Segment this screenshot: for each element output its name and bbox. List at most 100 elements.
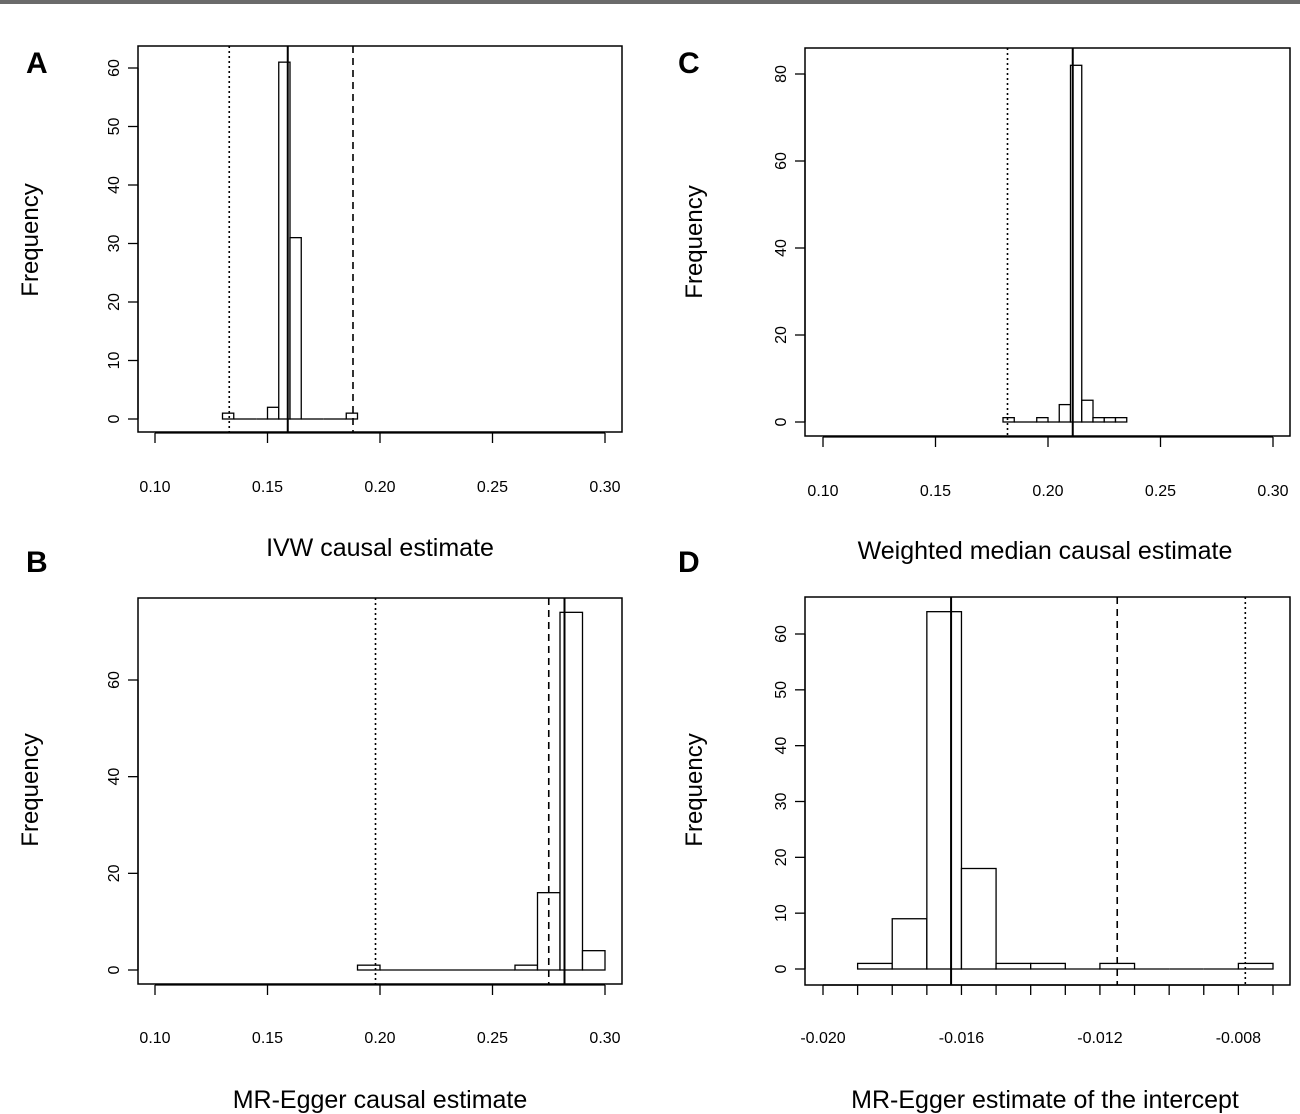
- y-axis-b: 0 20 40 60: [106, 671, 139, 974]
- x-tick-label: 0.20: [364, 1030, 395, 1047]
- histogram-bars-c: [1002, 64, 1128, 423]
- reference-lines-c: [1006, 48, 1074, 436]
- x-axis-d: -0.020 -0.016 -0.012 -0.008: [800, 984, 1274, 1047]
- histogram-bar: [1069, 64, 1083, 423]
- x-axis-label: Weighted median causal estimate: [858, 537, 1233, 565]
- panel-b: B 0.10 0.15 0.20 0.25 0.30 0 20 40 60 MR-Egger …: [17, 546, 623, 1114]
- histogram-bar: [926, 611, 963, 970]
- histogram-bar: [1103, 416, 1117, 423]
- y-tick-label: 60: [106, 59, 123, 77]
- y-tick-label: 40: [773, 239, 790, 257]
- y-tick-label: 30: [773, 793, 790, 811]
- histogram-bar: [345, 412, 359, 420]
- y-tick-label: 40: [106, 176, 123, 194]
- histogram-bar: [581, 950, 606, 971]
- panel-letter: B: [26, 546, 48, 579]
- reference-lines-d: [950, 597, 1247, 985]
- x-tick-label: 0.15: [252, 1030, 283, 1047]
- y-axis-label: Frequency: [17, 733, 44, 846]
- plot-frame: [804, 596, 1291, 986]
- y-tick-label: 20: [106, 293, 123, 311]
- x-axis-label: MR-Egger causal estimate: [233, 1086, 528, 1114]
- y-tick-label: 60: [106, 671, 123, 689]
- x-tick-label: 0.10: [139, 1030, 170, 1047]
- x-tick-label: 0.20: [364, 479, 395, 496]
- histogram-bar: [1058, 403, 1072, 423]
- x-tick-label: 0.15: [252, 479, 283, 496]
- reference-lines-a: [228, 46, 354, 432]
- x-axis-label: MR-Egger estimate of the intercept: [851, 1086, 1239, 1114]
- histogram-bar: [221, 412, 235, 420]
- y-tick-label: 40: [106, 768, 123, 786]
- histogram-bars-a: [221, 61, 359, 420]
- histogram-bar: [1092, 416, 1105, 423]
- y-tick-label: 60: [773, 152, 790, 170]
- histogram-bar: [891, 918, 928, 970]
- panel-a: A 0.10 0.15 0.20 0.25 0.30 0 10 20 30 40 50 60 IVW…: [17, 45, 623, 562]
- x-tick-label: -0.008: [1216, 1030, 1261, 1047]
- histogram-bar: [1081, 399, 1094, 423]
- x-tick-label: 0.30: [589, 479, 620, 496]
- y-tick-label: 30: [106, 235, 123, 253]
- histogram-bar: [856, 962, 893, 970]
- y-axis-a: 0 10 20 30 40 50 60: [106, 59, 139, 423]
- x-axis-a: 0.10 0.15 0.20 0.25 0.30: [139, 432, 621, 496]
- x-axis-c: 0.10 0.15 0.20 0.25 0.30: [807, 436, 1289, 500]
- y-tick-label: 20: [773, 326, 790, 344]
- y-axis-d: 0 10 20 30 40 50 60: [773, 625, 806, 973]
- plot-frame: [804, 47, 1291, 437]
- y-tick-label: 0: [773, 417, 790, 426]
- panel-d: D -0.020 -0.016 -0.012 -0.008 0 10 20 30 40 50 60…: [678, 546, 1291, 1114]
- histogram-bar: [1036, 416, 1049, 423]
- histogram-bar: [289, 236, 302, 420]
- x-tick-label: 0.25: [477, 1030, 508, 1047]
- x-tick-label: 0.25: [1145, 483, 1176, 500]
- y-axis-label: Frequency: [681, 733, 708, 846]
- y-tick-label: 20: [773, 848, 790, 866]
- histogram-bar: [514, 964, 539, 971]
- y-tick-label: 20: [106, 864, 123, 882]
- x-tick-label: -0.020: [800, 1030, 845, 1047]
- reference-lines-b: [374, 598, 566, 984]
- y-tick-label: 40: [773, 737, 790, 755]
- x-tick-label: 0.10: [807, 483, 838, 500]
- top-rule: [0, 0, 1300, 4]
- panel-letter: D: [678, 546, 700, 579]
- histogram-bar: [559, 611, 584, 971]
- x-tick-label: 0.10: [139, 479, 170, 496]
- histogram-bars-d: [856, 611, 1274, 970]
- x-tick-label: 0.20: [1032, 483, 1063, 500]
- y-axis-label: Frequency: [681, 185, 708, 298]
- histogram-bar: [356, 964, 381, 971]
- histogram-bar: [1030, 962, 1066, 970]
- x-tick-label: 0.30: [589, 1030, 620, 1047]
- y-tick-label: 0: [106, 965, 123, 974]
- y-tick-label: 10: [773, 904, 790, 922]
- x-axis-label: IVW causal estimate: [266, 534, 494, 562]
- histogram-bars-b: [356, 611, 606, 971]
- x-tick-label: 0.30: [1257, 483, 1288, 500]
- histogram-bar: [1002, 416, 1015, 423]
- panel-letter: C: [678, 47, 700, 80]
- y-tick-label: 60: [773, 625, 790, 643]
- histogram-bar: [1114, 416, 1128, 423]
- x-tick-label: 0.15: [920, 483, 951, 500]
- x-tick-label: -0.012: [1077, 1030, 1122, 1047]
- histogram-bar: [266, 406, 280, 420]
- y-tick-label: 0: [106, 414, 123, 423]
- plot-frame: [137, 45, 623, 433]
- y-tick-label: 0: [773, 964, 790, 973]
- histogram-bar: [1237, 962, 1274, 970]
- panel-letter: A: [26, 47, 48, 80]
- panel-c: C 0.10 0.15 0.20 0.25 0.30 0 20 40 60 80 Weighte…: [678, 47, 1291, 565]
- y-axis-c: 0 20 40 60 80: [773, 65, 806, 426]
- y-tick-label: 50: [106, 118, 123, 136]
- x-tick-label: -0.016: [939, 1030, 984, 1047]
- x-tick-label: 0.25: [477, 479, 508, 496]
- histogram-bar: [995, 962, 1032, 970]
- histogram-bar: [1099, 962, 1136, 970]
- x-axis-b: 0.10 0.15 0.20 0.25 0.30: [139, 984, 621, 1047]
- y-tick-label: 80: [773, 65, 790, 83]
- histogram-bar: [960, 867, 997, 970]
